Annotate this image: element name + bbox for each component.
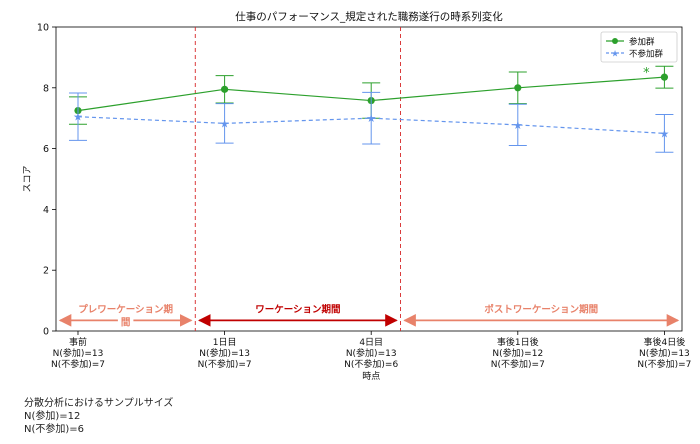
legend-label: 不参加群 [629,49,664,60]
chart-title: 仕事のパフォーマンス_規定された職務遂行の時系列変化 [235,10,503,23]
plot-frame [55,26,683,332]
note-line-2: N(不参加)=6 [24,424,85,435]
y-tick-label: 8 [43,83,49,94]
phase-label-bg [252,303,344,316]
data-point: ★ [659,127,669,140]
x-tick-label: 1日目 [213,337,237,348]
x-tick-label: 事後4日後 [644,336,686,348]
x-tick-label: 4日目 [359,337,383,348]
y-tick-label: 4 [43,205,49,216]
y-tick-label: 2 [43,266,49,277]
phase-label: 間 [121,316,131,328]
data-point: ★ [513,119,523,132]
x-tick-label: N(不参加)=7 [51,358,105,370]
legend-marker [612,38,618,44]
y-tick-label: 6 [43,144,49,155]
phase-label-bg [117,316,134,329]
x-tick-label: N(不参加)=7 [491,358,545,370]
legend-box [600,31,678,63]
significance-mark: * [643,66,650,81]
x-tick-label: N(参加)=12 [492,347,543,359]
x-tick-label: N(参加)=13 [53,347,104,359]
y-axis-label: スコア [23,165,33,192]
data-point [220,85,229,93]
x-tick-label: N(不参加)=7 [198,358,252,370]
data-point: ★ [220,117,230,130]
legend-label: 参加群 [629,37,655,48]
data-point [660,73,669,81]
x-tick-label: N(参加)=13 [639,347,690,359]
phase-label: ポストワーケーション期間 [484,303,598,315]
legend-marker: ★ [611,50,619,60]
phase-label: ワーケーション期間 [255,303,340,315]
phase-label-bg [75,303,177,316]
note-line-1: N(参加)=12 [24,411,81,422]
note-title: 分散分析におけるサンプルサイズ [24,398,174,409]
data-point: ★ [366,112,376,125]
data-point: ★ [73,111,83,124]
y-tick-label: 0 [43,327,49,338]
y-tick-label: 10 [37,23,49,34]
x-tick-label: 事後1日後 [497,336,539,348]
x-tick-label: N(参加)=13 [199,347,250,359]
phase-label: プレワーケーション期 [78,303,173,315]
x-tick-label: N(参加)=13 [346,347,397,359]
x-axis-label: 時点 [362,371,380,382]
x-tick-label: N(不参加)=7 [637,358,691,370]
data-point [514,84,522,92]
x-tick-label: N(不参加)=6 [344,358,398,370]
phase-label-bg [481,303,602,316]
x-tick-label: 事前 [69,336,87,348]
